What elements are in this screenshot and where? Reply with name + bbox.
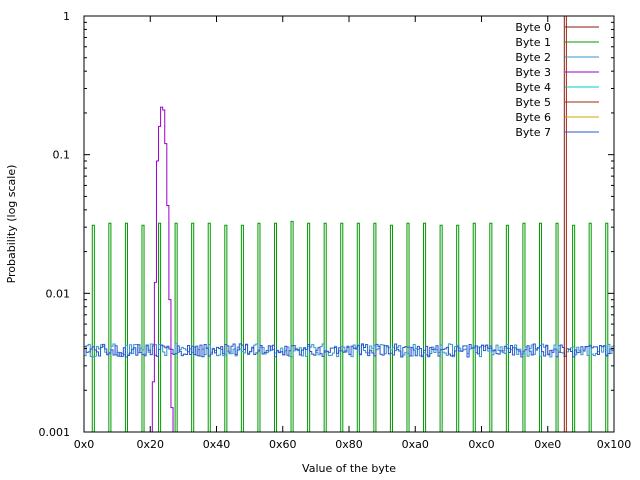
byte-1-spike: [356, 222, 360, 432]
byte-1-spike: [406, 222, 410, 432]
byte-1-spike: [124, 222, 128, 432]
x-axis-title: Value of the byte: [302, 462, 396, 475]
legend-label: Byte 6: [515, 111, 551, 124]
byte-1-spike: [555, 222, 559, 432]
byte-1-spike: [191, 222, 195, 432]
x-tick-label: 0x80: [335, 438, 363, 451]
byte-1-spike: [423, 222, 427, 432]
byte-1-spike: [456, 224, 460, 432]
x-tick-label: 0x40: [203, 438, 231, 451]
byte-1-spike: [605, 222, 609, 432]
byte-1-spike: [340, 222, 344, 432]
legend-label: Byte 3: [515, 66, 551, 79]
byte-1-spike: [389, 224, 393, 432]
y-axis-title: Probability (log scale): [5, 165, 18, 284]
byte-3-line: [151, 106, 174, 432]
byte-1-spike: [588, 222, 592, 432]
axis-ticks: 0x0 0x20 0x40 0x60 0x80 0xa0 0xc0 0xe0 0x100 0.00…: [39, 10, 632, 451]
legend: Byte 0 Byte 1 Byte 2 Byte 3 Byte 4 Byte 5 Byte…: [515, 21, 599, 139]
x-tick-label: 0x20: [136, 438, 164, 451]
byte-1-spike: [174, 222, 178, 432]
legend-label: Byte 5: [515, 96, 551, 109]
byte-1-spike: [522, 222, 526, 432]
plot-area: [84, 16, 614, 432]
byte-1-spike: [257, 222, 261, 432]
byte-1-spike: [207, 222, 211, 432]
byte-1-spike: [158, 222, 162, 432]
x-tick-label: 0xe0: [534, 438, 561, 451]
byte-1-spike: [505, 224, 509, 432]
legend-label: Byte 0: [515, 21, 551, 34]
byte-1-spike: [472, 222, 476, 432]
byte-1-spike: [373, 222, 377, 432]
legend-label: Byte 7: [515, 126, 551, 139]
y-tick-label: 0.1: [53, 149, 71, 162]
byte-1-spike: [323, 222, 327, 432]
byte-1-spike: [224, 224, 228, 432]
byte-1-spike: [572, 224, 576, 432]
byte-1-spike: [307, 222, 311, 432]
byte-1-spike: [439, 224, 443, 432]
x-tick-label: 0x60: [269, 438, 297, 451]
byte-1-spike: [91, 224, 95, 432]
byte-1-spike: [141, 224, 145, 432]
y-tick-label: 1: [63, 10, 70, 23]
byte-1-spike: [290, 220, 294, 432]
legend-label: Byte 2: [515, 51, 551, 64]
byte-7-line: [84, 343, 614, 358]
x-tick-label: 0x100: [597, 438, 632, 451]
x-tick-label: 0x0: [74, 438, 95, 451]
byte-1-spike: [240, 224, 244, 432]
byte-1-spike: [108, 222, 112, 432]
legend-label: Byte 4: [515, 81, 551, 94]
byte-1-spike: [538, 222, 543, 432]
legend-label: Byte 1: [515, 36, 551, 49]
y-tick-label: 0.01: [46, 287, 71, 300]
byte-1-spike: [489, 222, 493, 432]
x-tick-label: 0xa0: [402, 438, 429, 451]
byte-1-spike: [273, 222, 278, 432]
y-tick-label: 0.001: [39, 426, 71, 439]
x-tick-label: 0xc0: [468, 438, 494, 451]
